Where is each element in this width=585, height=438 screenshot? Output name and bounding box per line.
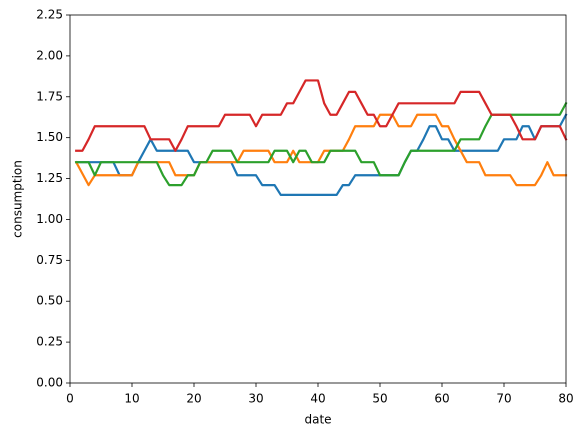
y-tick-label: 1.50 <box>36 130 63 144</box>
y-tick-label: 0.25 <box>36 335 63 349</box>
x-tick-label: 40 <box>310 392 325 406</box>
plot-frame <box>69 14 567 384</box>
x-tick-label: 30 <box>248 392 263 406</box>
x-tick-label: 10 <box>124 392 139 406</box>
y-tick-label: 1.75 <box>36 89 63 103</box>
series-line <box>75 101 568 187</box>
y-tick-label: 2.00 <box>36 48 63 62</box>
y-axis-label: consumption <box>11 160 25 238</box>
x-axis-label: date <box>304 413 331 427</box>
y-tick-label: 1.25 <box>36 171 63 185</box>
x-tick-label: 80 <box>558 392 573 406</box>
x-tick-label: 50 <box>372 392 387 406</box>
x-tick-label: 70 <box>496 392 511 406</box>
y-tick-label: 2.25 <box>36 8 63 22</box>
series-line <box>75 113 568 197</box>
x-tick-label: 0 <box>66 392 74 406</box>
y-tick-label: 0.00 <box>36 376 63 390</box>
y-tick-label: 1.00 <box>36 212 63 226</box>
x-tick-label: 60 <box>434 392 449 406</box>
x-tick-label: 20 <box>186 392 201 406</box>
y-tick-label: 0.75 <box>36 253 63 267</box>
y-tick-label: 0.50 <box>36 294 63 308</box>
series-line <box>75 79 568 152</box>
